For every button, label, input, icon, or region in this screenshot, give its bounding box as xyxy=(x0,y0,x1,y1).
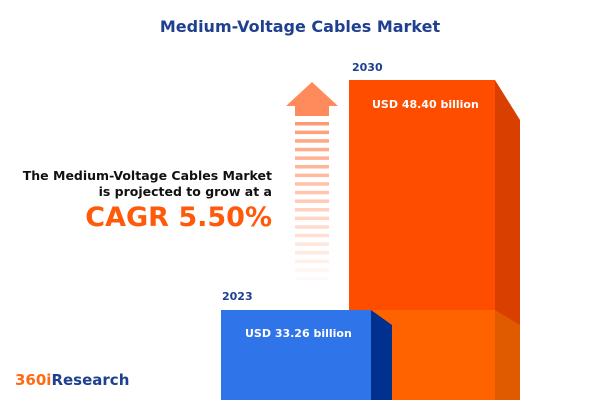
bar-2030-lower-side xyxy=(495,310,520,400)
arrow-stripe xyxy=(295,173,329,178)
cagr-value: CAGR 5.50% xyxy=(85,202,272,233)
arrow-stripe xyxy=(295,165,329,169)
growth-arrow-icon xyxy=(286,82,338,281)
bar-2023-front xyxy=(221,310,371,400)
arrow-stripe xyxy=(295,130,329,135)
logo: 360iResearch xyxy=(15,371,129,389)
arrow-stripe xyxy=(295,225,329,229)
data-label-2023: USD 33.26 billion xyxy=(245,327,352,340)
arrow-stripe xyxy=(295,199,329,203)
chart-title: Medium-Voltage Cables Market xyxy=(159,17,441,36)
arrow-stripe xyxy=(295,242,329,246)
category-label-2030: 2030 xyxy=(352,61,383,74)
bar-2023 xyxy=(221,310,392,400)
arrow-stripe xyxy=(295,139,329,143)
arrow-stripe xyxy=(295,156,329,160)
logo-part1: 360i xyxy=(15,371,52,389)
arrow-stripe xyxy=(295,259,329,264)
arrow-stripe xyxy=(295,208,329,212)
arrow-stripe xyxy=(295,147,329,152)
headline-line2: is projected to grow at a xyxy=(98,184,272,199)
category-label-2023: 2023 xyxy=(222,290,253,303)
arrow-stripe xyxy=(295,233,329,238)
data-label-2030: USD 48.40 billion xyxy=(372,98,479,111)
arrow-stripe xyxy=(295,268,329,272)
arrow-stripe xyxy=(295,190,329,195)
arrow-stripe xyxy=(295,216,329,221)
arrow-stripe xyxy=(295,182,329,186)
arrow-stripe xyxy=(295,122,329,126)
logo-part2: Research xyxy=(51,371,130,389)
arrow-stripe xyxy=(295,276,329,281)
arrow-stripe xyxy=(295,251,329,255)
headline-line1: The Medium-Voltage Cables Market xyxy=(22,168,272,183)
bar-2023-side xyxy=(371,310,392,400)
